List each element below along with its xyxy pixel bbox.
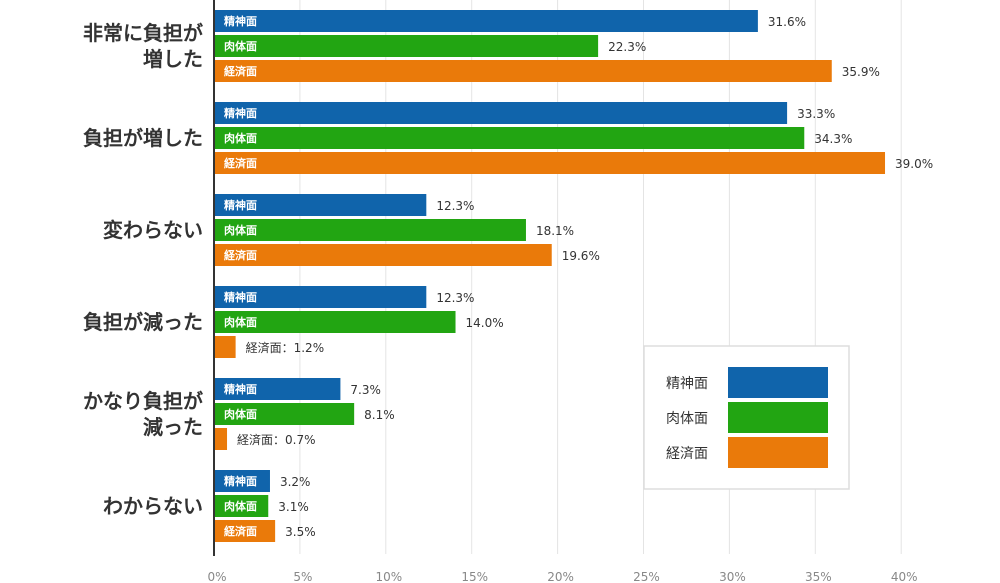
bar [215, 35, 599, 57]
bar-series-label: 精神面 [224, 106, 257, 120]
bar-series-label: 精神面 [224, 198, 257, 212]
bar-value-label: 7.3% [350, 383, 381, 397]
bar [215, 194, 427, 216]
bar-series-label: 精神面 [224, 382, 257, 396]
bar [215, 311, 456, 333]
legend-label: 精神面 [666, 376, 708, 392]
bar-series-label: 経済面 [224, 156, 257, 170]
bar-value-label: 31.6% [768, 15, 806, 29]
bar-value-label: 3.5% [285, 525, 316, 539]
bar-value-label: 12.3% [436, 199, 474, 213]
bar [215, 60, 832, 82]
bar [215, 102, 788, 124]
bar [215, 286, 427, 308]
bar [215, 127, 805, 149]
bar-series-label: 経済面 [224, 248, 257, 262]
bar-value-label: 35.9% [842, 65, 880, 79]
category-label: 減った [143, 415, 203, 439]
bar [215, 520, 276, 542]
bar [215, 10, 758, 32]
bar-series-label: 肉体面 [224, 131, 257, 145]
category-label: 非常に負担が [83, 21, 203, 45]
bar [215, 403, 355, 425]
bar-series-label: 精神面 [224, 14, 257, 28]
category-label: 増した [143, 47, 203, 71]
bar-value-label: 3.1% [278, 500, 309, 514]
bar-value-label: 8.1% [364, 408, 395, 422]
bar-series-label: 肉体面 [224, 315, 257, 329]
bar [215, 244, 552, 266]
bar [215, 470, 270, 492]
legend-swatch [728, 367, 828, 398]
legend-label: 経済面 [666, 446, 708, 462]
category-label: 負担が減った [83, 310, 203, 334]
bar-series-label: 経済面 [224, 524, 257, 538]
category-label: かなり負担が [83, 389, 203, 413]
legend-label: 肉体面 [666, 411, 708, 427]
category-label: 負担が増した [83, 126, 203, 150]
x-tick-label: 40% [891, 570, 918, 583]
bar [215, 428, 228, 450]
bar-series-label: 肉体面 [224, 499, 257, 513]
bar-value-label: 3.2% [280, 475, 311, 489]
bar-series-label: 精神面 [224, 290, 257, 304]
x-tick-label: 25% [633, 570, 660, 583]
bar-value-label: 34.3% [814, 132, 852, 146]
bar-value-label: 33.3% [797, 107, 835, 121]
legend-swatch [728, 402, 828, 433]
x-tick-label: 35% [805, 570, 832, 583]
bar-value-label: 39.0% [895, 157, 933, 171]
x-tick-label: 30% [719, 570, 746, 583]
bar [215, 152, 886, 174]
bar-series-label: 精神面 [224, 474, 257, 488]
x-tick-label: 10% [375, 570, 402, 583]
category-label: わからない [103, 494, 203, 518]
bar [215, 378, 341, 400]
bar-value-label: 経済面：0.7% [237, 432, 316, 447]
bar-series-label: 経済面 [224, 64, 257, 78]
bar [215, 336, 236, 358]
category-label: 変わらない [103, 218, 203, 242]
bar-value-label: 経済面：1.2% [246, 340, 325, 355]
x-tick-label: 20% [547, 570, 574, 583]
legend-swatch [728, 437, 828, 468]
bar-value-label: 14.0% [466, 316, 504, 330]
bar [215, 219, 526, 241]
bar-series-label: 肉体面 [224, 223, 257, 237]
bar-value-label: 19.6% [562, 249, 600, 263]
x-tick-label: 5% [293, 570, 312, 583]
bar-series-label: 肉体面 [224, 39, 257, 53]
bar [215, 495, 269, 517]
bar-value-label: 18.1% [536, 224, 574, 238]
bar-series-label: 肉体面 [224, 407, 257, 421]
bar-value-label: 12.3% [436, 291, 474, 305]
x-tick-label: 15% [461, 570, 488, 583]
bar-value-label: 22.3% [608, 40, 646, 54]
x-tick-label: 0% [207, 570, 226, 583]
